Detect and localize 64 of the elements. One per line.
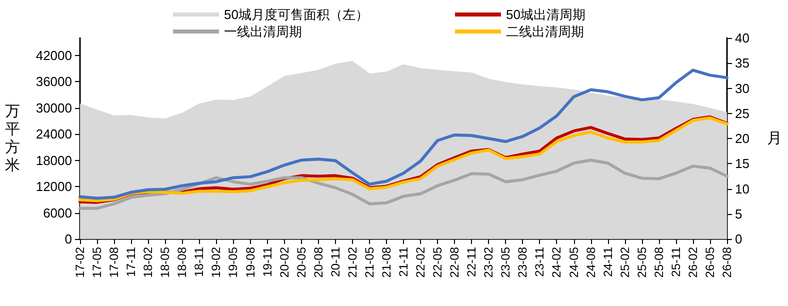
x-tick-label: 17-08 (107, 246, 122, 278)
y-tick-label: 6000 (43, 205, 72, 220)
x-tick-label: 22-11 (464, 246, 479, 277)
legend-label: 二线出清周期 (506, 24, 584, 39)
y-tick-label: 36000 (36, 74, 72, 90)
x-tick-label: 23-11 (532, 246, 547, 277)
x-tick-label: 26-02 (686, 246, 700, 278)
x-tick-label: 26-05 (702, 246, 717, 278)
y2-tick-label: 15 (735, 156, 750, 172)
y-tick-label: 18000 (36, 152, 72, 168)
line-series (78, 158, 728, 210)
y2-axis-title: 月 (767, 130, 782, 147)
x-tick-label: 22-08 (448, 246, 462, 278)
x-tick-label: 20-11 (328, 246, 342, 277)
x-tick-label: 17-05 (90, 246, 104, 278)
y-tick-label: 0 (64, 232, 72, 246)
x-tick-label: 21-11 (396, 246, 410, 277)
y2-tick-label: 40 (735, 30, 750, 46)
x-tick-label: 25-05 (634, 246, 649, 278)
x-tick-label: 17-02 (73, 246, 87, 278)
x-tick-label: 23-05 (498, 246, 513, 278)
y2-tick-label: 35 (735, 56, 750, 71)
y-axis-title: 万平方米 (5, 103, 20, 174)
line-series (78, 68, 728, 200)
x-tick-label: 18-08 (175, 246, 190, 278)
x-tick-label: 24-08 (584, 246, 598, 278)
x-tick-label: 17-11 (124, 246, 138, 277)
x-tick-label: 22-02 (414, 246, 428, 278)
x-tick-label: 18-02 (141, 246, 156, 278)
y-tick-label: 42000 (36, 48, 72, 63)
x-tick-label: 21-02 (345, 246, 360, 278)
x-tick-label: 19-05 (226, 246, 240, 278)
x-tick-label: 25-02 (618, 246, 632, 278)
y2-tick-label: 5 (735, 206, 742, 222)
y2-tick-label: 10 (735, 181, 750, 196)
legend-label: 一线出清周期 (224, 24, 302, 39)
x-tick-label: 25-08 (652, 246, 666, 278)
x-tick-label: 20-02 (277, 246, 292, 278)
y2-tick-label: 0 (735, 232, 742, 246)
y2-tick-label: 25 (735, 106, 750, 121)
y-tick-label: 30000 (36, 100, 72, 116)
x-tick-label: 22-05 (430, 246, 445, 278)
x-tick-label: 18-05 (158, 246, 172, 278)
legend-label: 50城月度可售面积（左） (224, 7, 368, 22)
x-tick-label: 24-11 (600, 246, 615, 277)
x-tick-label: 21-08 (379, 246, 394, 278)
y-tick-label: 24000 (36, 126, 72, 142)
y2-tick-label: 30 (735, 80, 750, 96)
x-tick-label: 19-08 (243, 246, 258, 278)
x-tick-label: 19-11 (260, 246, 274, 277)
y2-tick-label: 20 (735, 131, 750, 146)
x-tick-label: 26-08 (720, 246, 734, 278)
x-tick-label: 23-02 (482, 246, 496, 278)
legend-label: 50城出清周期 (506, 7, 586, 22)
y-tick-label: 12000 (36, 179, 72, 194)
x-tick-label: 24-05 (566, 246, 581, 278)
x-tick-label: 25-11 (668, 246, 683, 277)
x-tick-label: 23-08 (516, 246, 530, 278)
x-tick-label: 21-05 (362, 246, 376, 278)
x-tick-label: 20-08 (311, 246, 326, 278)
x-tick-label: 20-05 (294, 246, 308, 278)
x-tick-label: 19-02 (209, 246, 224, 278)
x-tick-label: 18-11 (192, 246, 206, 277)
x-tick-label: 24-02 (550, 246, 564, 278)
